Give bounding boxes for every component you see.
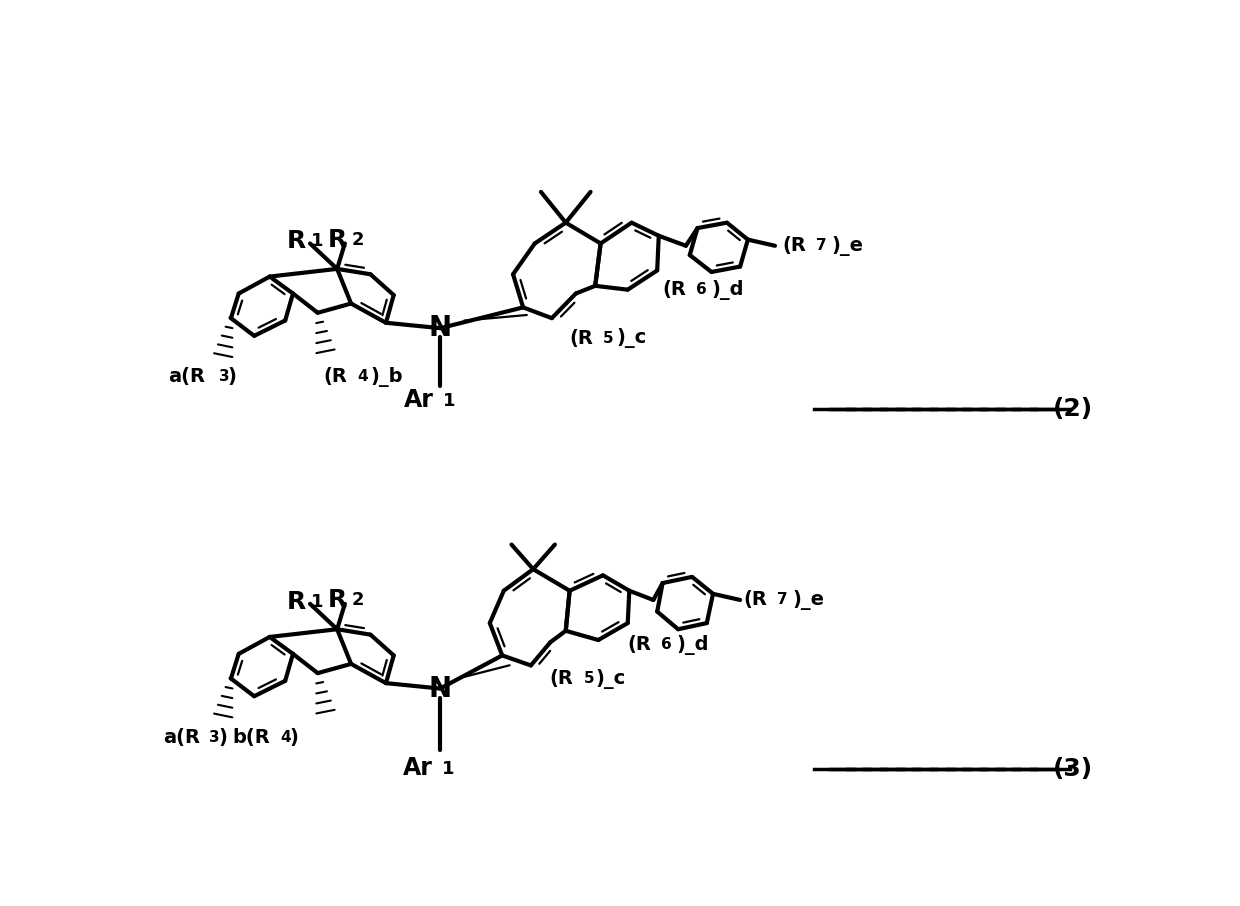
- Text: N: N: [429, 675, 451, 702]
- Text: R: R: [327, 588, 347, 612]
- Text: )_d: )_d: [677, 634, 709, 655]
- Text: 1: 1: [311, 232, 324, 250]
- Text: )_e: )_e: [832, 236, 863, 255]
- Text: 5: 5: [603, 331, 614, 346]
- Text: 7: 7: [777, 593, 787, 608]
- Text: (R: (R: [662, 280, 686, 299]
- Text: )_c: )_c: [595, 669, 625, 689]
- Text: 2: 2: [352, 591, 365, 609]
- Text: (R: (R: [782, 236, 806, 255]
- Text: 4: 4: [357, 369, 368, 384]
- Text: Ar: Ar: [404, 388, 434, 412]
- Text: 3: 3: [218, 369, 229, 384]
- Text: R: R: [286, 229, 306, 253]
- Text: )_d: )_d: [712, 280, 744, 300]
- Text: 5: 5: [584, 671, 594, 686]
- Text: N: N: [429, 314, 451, 342]
- Text: 6: 6: [696, 282, 707, 297]
- Text: (2): (2): [1053, 397, 1094, 421]
- Text: Ar: Ar: [403, 756, 433, 780]
- Text: )_b: )_b: [371, 367, 403, 387]
- Text: 1: 1: [311, 593, 324, 611]
- Text: (3): (3): [1053, 757, 1094, 781]
- Text: R: R: [286, 590, 306, 613]
- Text: 1: 1: [444, 392, 456, 410]
- Text: ): ): [290, 728, 299, 747]
- Text: b(R: b(R: [232, 728, 270, 747]
- Text: (R: (R: [627, 635, 651, 654]
- Text: (R: (R: [324, 367, 347, 386]
- Text: a(R: a(R: [169, 367, 206, 386]
- Text: 1: 1: [441, 760, 454, 778]
- Text: 2: 2: [352, 231, 365, 248]
- Text: a(R: a(R: [162, 728, 200, 747]
- Text: 3: 3: [210, 729, 219, 745]
- Text: )_e: )_e: [792, 590, 825, 610]
- Text: ): ): [228, 367, 237, 386]
- Text: R: R: [327, 227, 347, 252]
- Text: )_c: )_c: [618, 328, 647, 348]
- Text: 4: 4: [280, 729, 291, 745]
- Text: (R: (R: [569, 329, 593, 348]
- Text: 6: 6: [661, 637, 672, 652]
- Text: 7: 7: [816, 238, 827, 254]
- Text: (R: (R: [743, 591, 768, 610]
- Text: ): ): [218, 728, 227, 747]
- Text: (R: (R: [549, 669, 573, 688]
